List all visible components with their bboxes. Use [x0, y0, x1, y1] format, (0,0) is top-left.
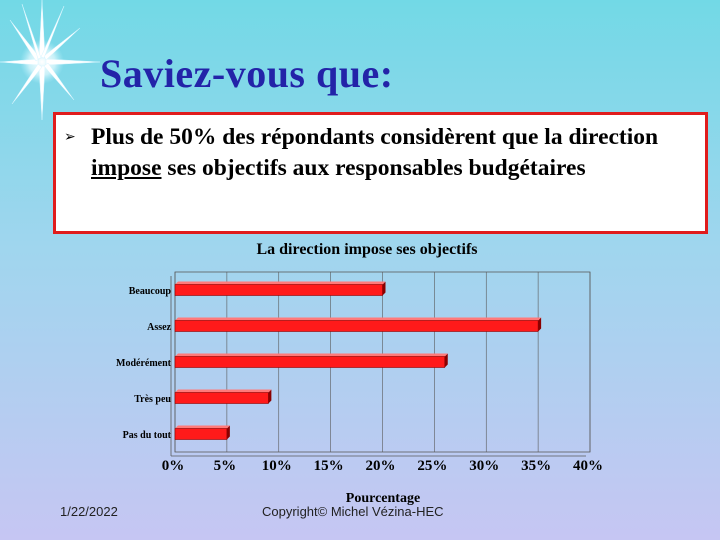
bar	[174, 320, 539, 332]
chart-title: La direction impose ses objectifs	[256, 241, 477, 258]
category-label: Assez	[147, 322, 171, 333]
bar	[174, 356, 446, 368]
bullet-text-part-1: Plus de 50% des répondants considèrent q…	[91, 124, 659, 150]
bar-side	[226, 425, 230, 440]
bar	[174, 428, 228, 440]
x-tick-label: 10%	[262, 458, 292, 474]
x-tick-label: 30%	[469, 458, 499, 474]
x-tick-label: 25%	[417, 458, 447, 474]
category-label: Beaucoup	[129, 286, 172, 297]
bullet-text: Plus de 50% des répondants considèrent q…	[91, 122, 691, 184]
x-tick-label: 15%	[314, 458, 344, 474]
bullet-text-underlined: impose	[91, 155, 162, 181]
x-tick-label: 5%	[214, 458, 237, 474]
slide-copyright: Copyright© Michel Vézina-HEC	[262, 504, 444, 519]
x-tick-label: 20%	[366, 458, 396, 474]
category-label: Pas du tout	[123, 430, 172, 441]
starburst-icon	[0, 0, 101, 120]
slide-title: Saviez-vous que:	[100, 51, 394, 96]
bar-top	[175, 425, 230, 429]
bar-side	[444, 353, 448, 368]
x-tick-label: 35%	[521, 458, 551, 474]
bar	[174, 392, 269, 404]
x-axis-label: Pourcentage	[346, 491, 420, 506]
slide-date: 1/22/2022	[60, 504, 118, 519]
bar-top	[175, 389, 272, 393]
callout-box: ➢ Plus de 50% des répondants considèrent…	[53, 112, 708, 234]
arrow-right-icon: ➢	[64, 129, 76, 145]
bar-side	[268, 389, 272, 404]
bar-top	[175, 317, 542, 321]
x-tick-label: 40%	[573, 458, 603, 474]
bullet-text-part-2: ses objectifs aux responsables budgétair…	[161, 155, 586, 181]
bar	[174, 284, 383, 296]
x-tick-label: 0%	[162, 458, 185, 474]
bar-top	[175, 353, 448, 357]
bar-chart: 0% 5% 10% 15% 20% 25% 30% 35% 40% La direction im…	[116, 241, 603, 506]
bar-top	[175, 281, 386, 285]
bar-side	[538, 317, 542, 332]
bar-side	[382, 281, 386, 296]
category-label: Très peu	[134, 394, 171, 405]
category-label: Modérément	[116, 358, 172, 369]
